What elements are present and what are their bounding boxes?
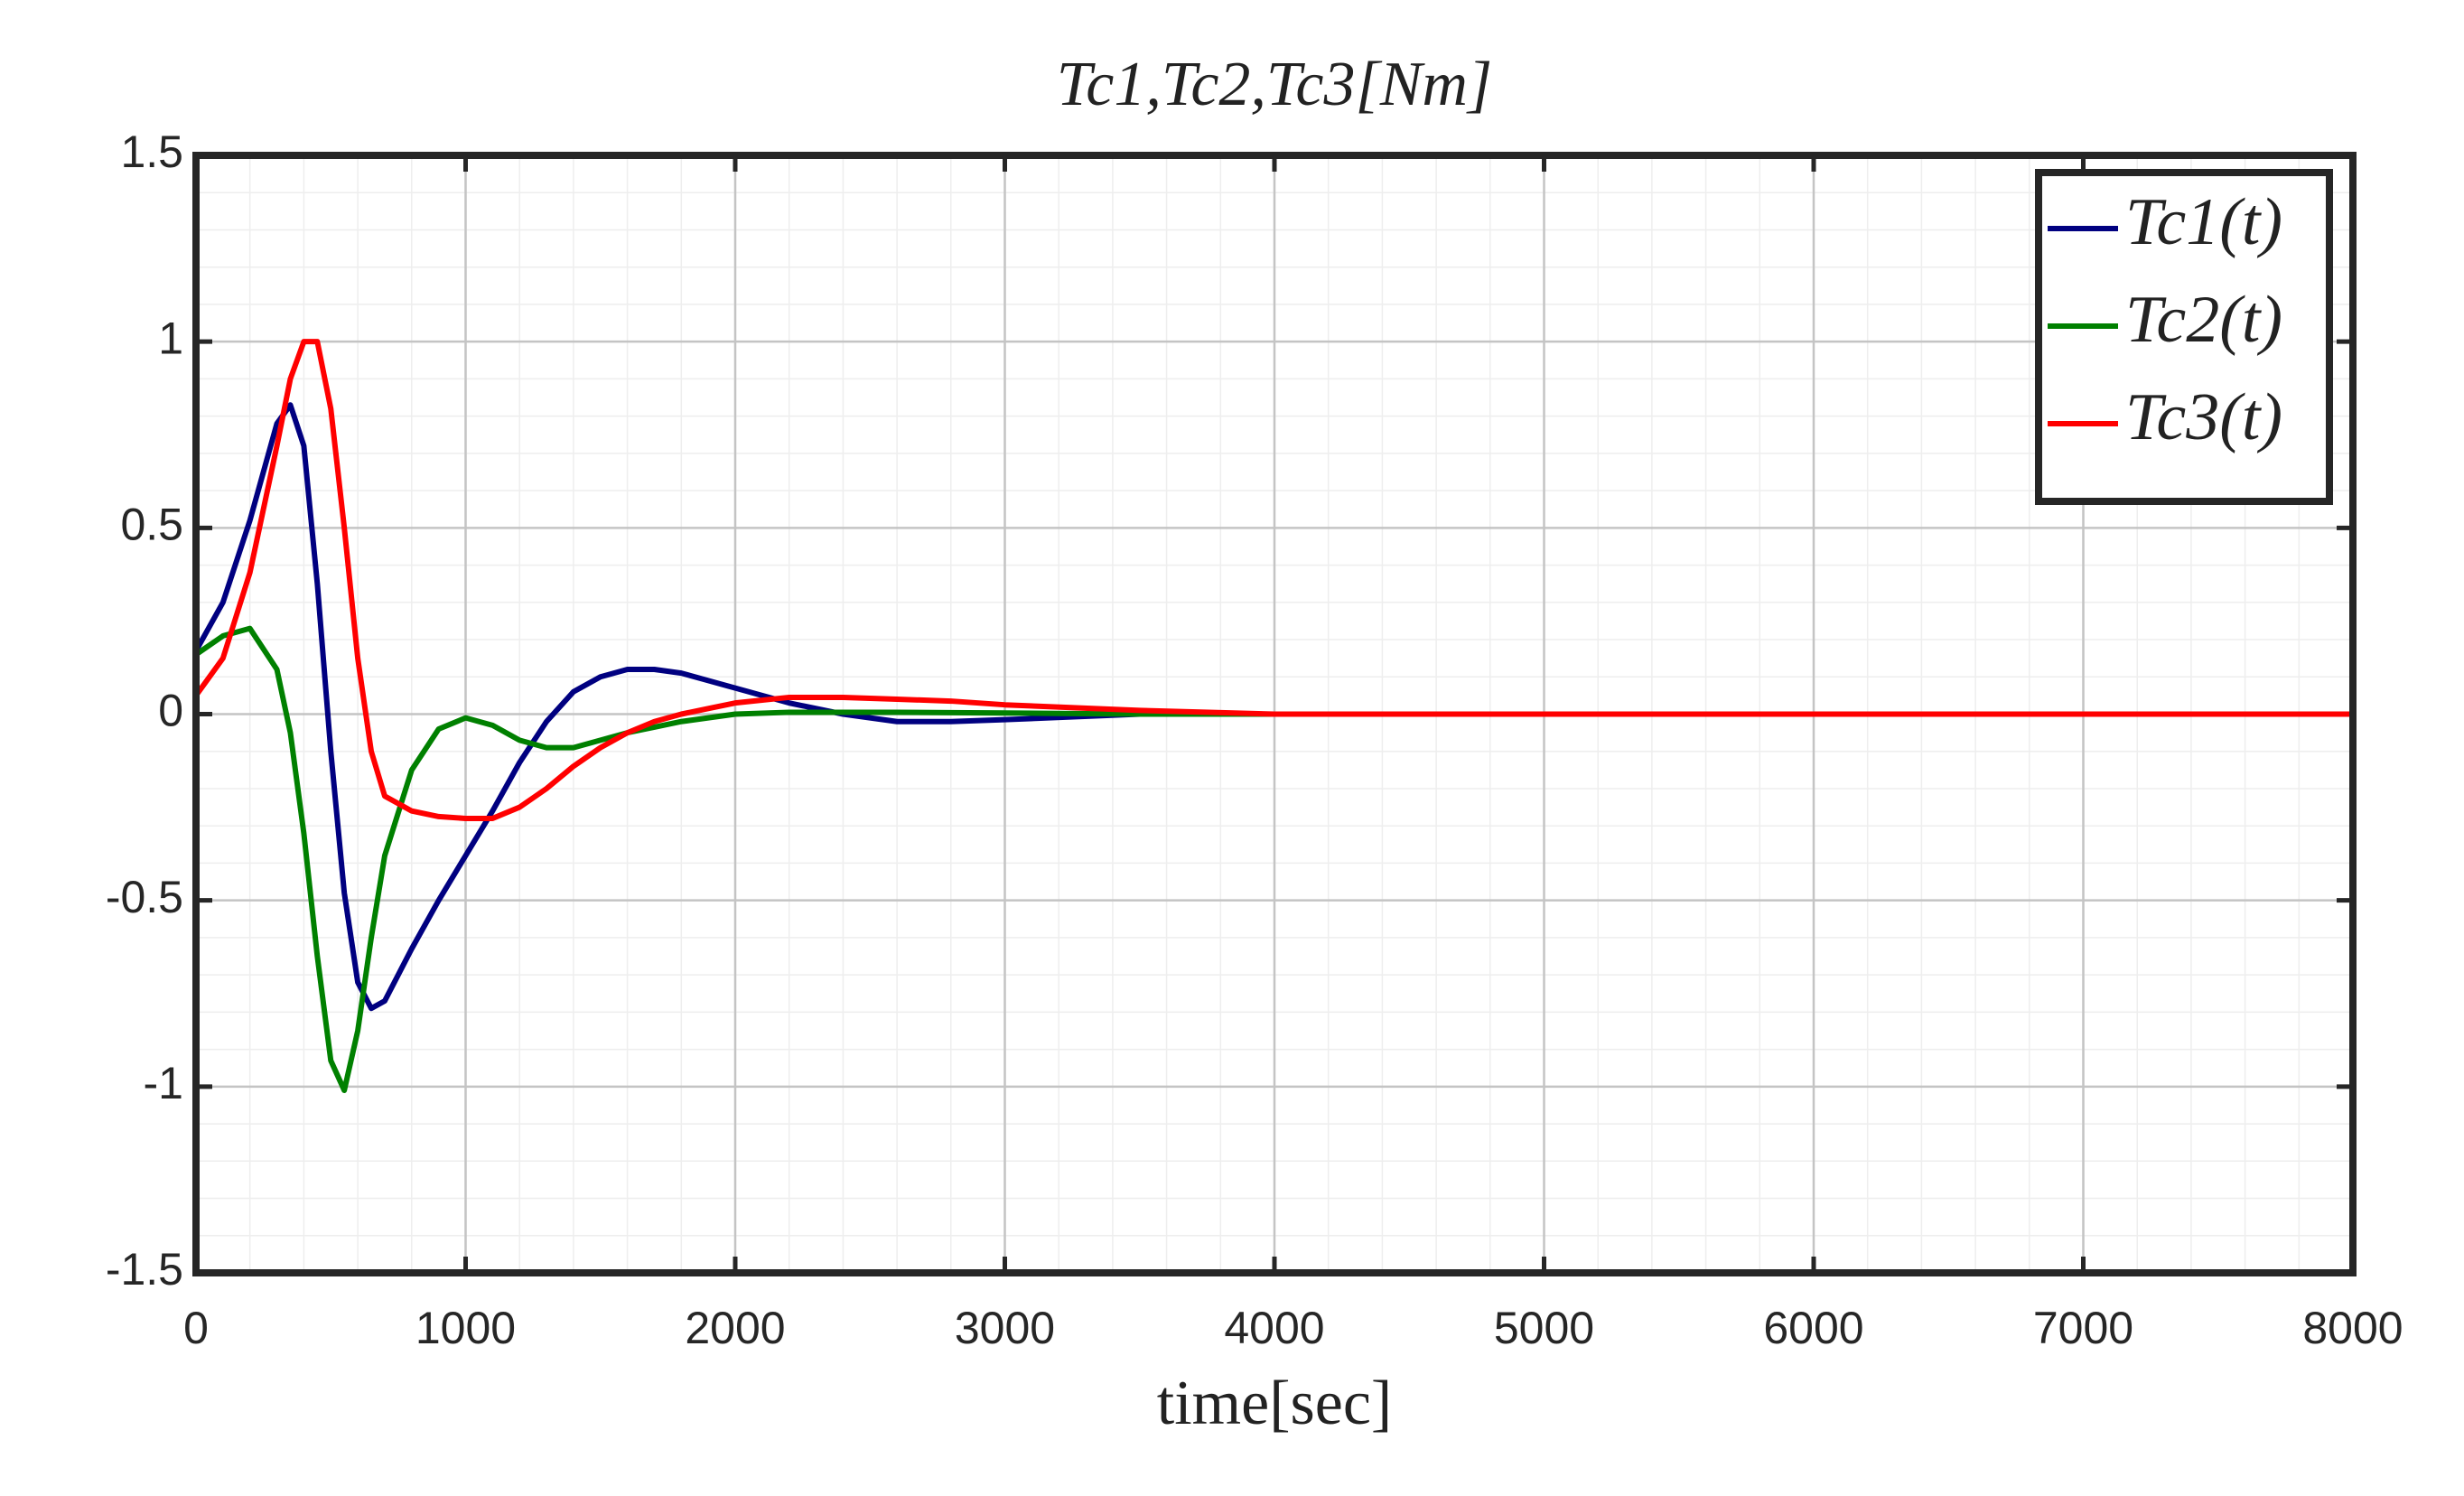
x-tick-label: 3000 [955, 1303, 1055, 1353]
legend-label: Tc1(t) [2125, 185, 2282, 259]
x-tick-label: 7000 [2033, 1303, 2133, 1353]
y-tick-label: -0.5 [106, 872, 183, 922]
line-series [193, 402, 2353, 1012]
y-tick-label: 1 [158, 313, 183, 363]
legend-label: Tc3(t) [2125, 380, 2282, 454]
x-tick-label: 4000 [1224, 1303, 1324, 1353]
chart-title: Tc1,Tc2,Tc3[Nm] [1057, 50, 1492, 119]
x-tick-label: 8000 [2302, 1303, 2403, 1353]
x-tick-label: 1000 [415, 1303, 516, 1353]
x-tick-label: 0 [183, 1303, 209, 1353]
x-axis-label: time[sec] [1157, 1369, 1392, 1438]
y-tick-label: 0 [158, 686, 183, 736]
x-tick-label: 6000 [1763, 1303, 1863, 1353]
line-series [194, 625, 2353, 1093]
legend-label: Tc2(t) [2125, 283, 2282, 357]
line-series [193, 339, 2353, 821]
y-tick-label: 0.5 [120, 500, 183, 550]
y-tick-label: -1 [144, 1058, 183, 1108]
x-tick-label: 5000 [1494, 1303, 1594, 1353]
y-tick-label: -1.5 [106, 1244, 183, 1295]
x-tick-label: 2000 [685, 1303, 785, 1353]
y-tick-label: 1.5 [120, 126, 183, 177]
plot-frame [192, 152, 2357, 1276]
